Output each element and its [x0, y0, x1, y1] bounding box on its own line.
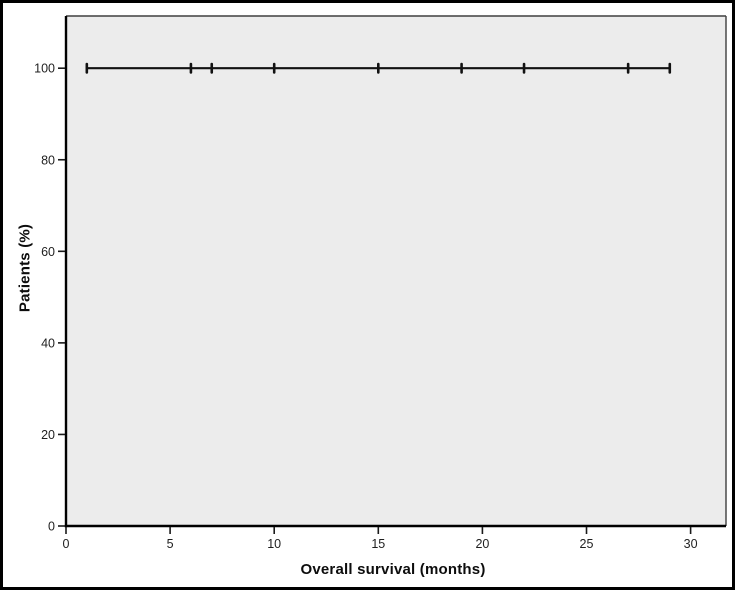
x-tick-label: 20 [475, 537, 489, 551]
y-tick-label: 100 [34, 62, 55, 76]
plot-area: 0 5 10 15 20 25 30 0 20 40 60 80 100 [34, 15, 727, 551]
y-tick-label: 0 [48, 520, 55, 534]
plot-background [66, 16, 726, 526]
x-tick-label: 30 [684, 537, 698, 551]
y-tick-label: 80 [41, 153, 55, 167]
x-tick-label: 15 [371, 537, 385, 551]
y-tick-label: 60 [41, 245, 55, 259]
y-axis-title: Patients (%) [16, 223, 34, 313]
y-tick-label: 20 [41, 428, 55, 442]
x-tick-label: 10 [267, 537, 281, 551]
x-axis-title: Overall survival (months) [300, 561, 486, 578]
y-tick-label: 40 [41, 336, 55, 350]
x-tick-label: 0 [63, 537, 70, 551]
x-tick-label: 25 [580, 537, 594, 551]
x-tick-label: 5 [167, 537, 174, 551]
